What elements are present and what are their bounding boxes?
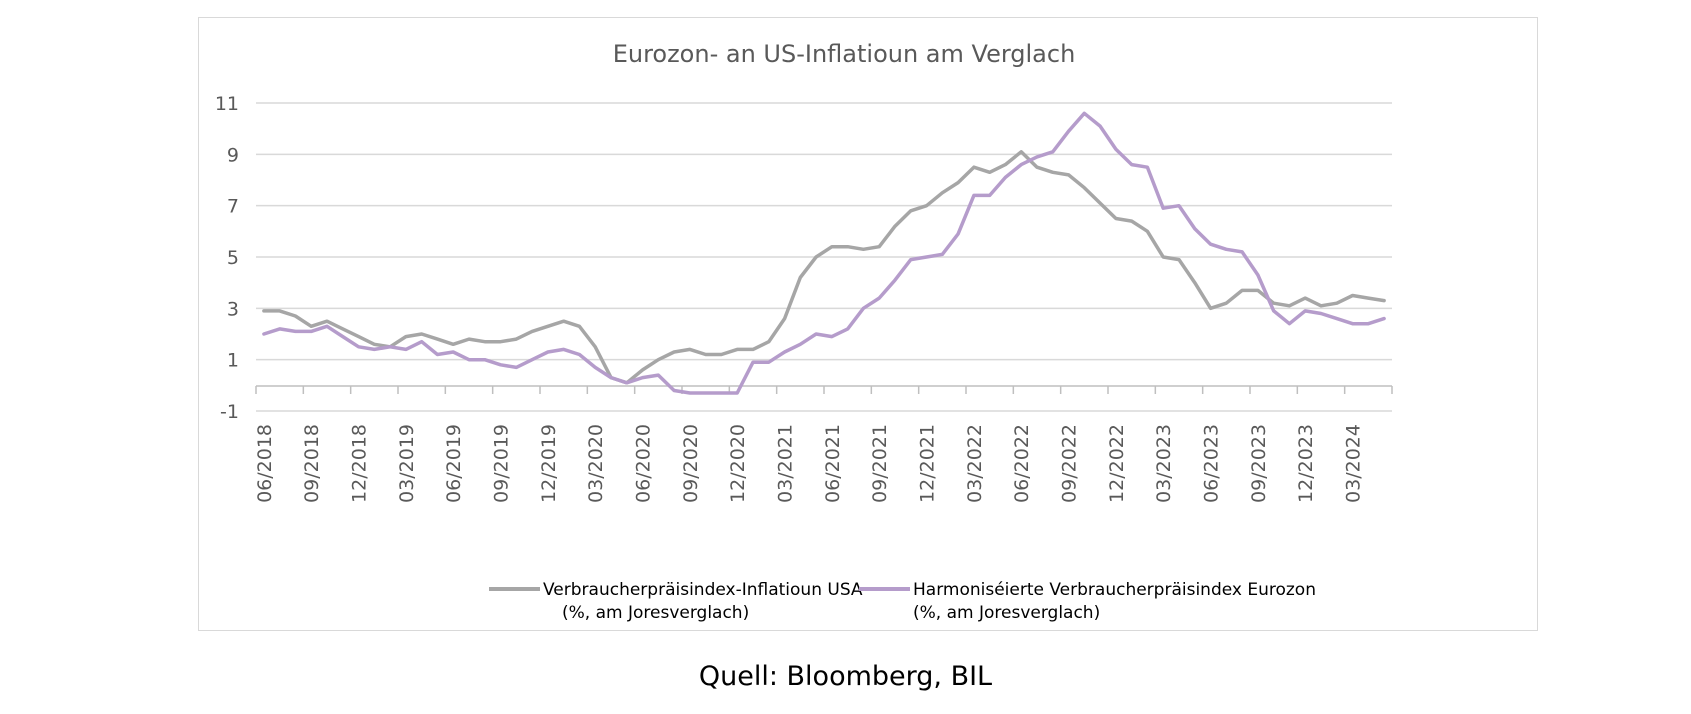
chart-svg: Eurozon- an US-Inflatioun am Verglach 11… [215,40,1393,623]
y-tick-label: 11 [215,93,239,115]
x-tick-label: 06/2020 [633,424,655,503]
grid-lines [256,102,1392,412]
legend-label-usa: Verbraucherpräisindex-Inflatioun USA [543,580,863,600]
series-lines [262,111,1386,395]
x-tick-label: 09/2022 [1059,424,1081,503]
legend-label-eurozone-unit: (%, am Joresverglach) [913,603,1100,623]
x-axis [255,385,1393,394]
chart-title: Eurozon- an US-Inflatioun am Verglach [613,40,1076,68]
x-tick-label: 03/2020 [585,424,607,503]
legend: Verbraucherpräisindex-Inflatioun USA (%,… [489,580,1316,623]
legend-label-eurozone: Harmoniséierte Verbraucherpräisindex Eur… [913,580,1316,600]
x-tick-label: 12/2023 [1295,424,1317,503]
x-tick-label: 03/2023 [1153,424,1175,503]
x-tick-label: 03/2019 [396,424,418,503]
legend-label-usa-unit: (%, am Joresverglach) [562,603,749,623]
x-tick-label: 03/2024 [1343,424,1365,503]
x-tick-label: 03/2022 [964,424,986,503]
y-tick-label: 1 [227,350,239,372]
source-note: Quell: Bloomberg, BIL [698,661,993,692]
x-tick-label: 03/2021 [775,424,797,503]
x-tick-label: 09/2018 [301,424,323,503]
x-axis-tick-labels: 06/2018 09/2018 12/2018 03/2019 06/2019 09/20… [254,424,1365,503]
x-tick-label: 06/2019 [443,424,465,503]
y-tick-label: -1 [220,401,239,423]
x-tick-label: 12/2022 [1106,424,1128,503]
x-tick-label: 09/2021 [869,424,891,503]
y-tick-label: 9 [227,144,239,166]
y-tick-label: 5 [227,247,239,269]
legend-item-usa: Verbraucherpräisindex-Inflatioun USA (%,… [489,580,863,623]
series-line-eurozone [262,111,1386,395]
y-tick-label: 7 [227,196,239,218]
x-tick-label: 06/2022 [1011,424,1033,503]
y-axis-tick-labels: 11 9 7 5 3 1 -1 [215,93,239,423]
legend-item-eurozone: Harmoniséierte Verbraucherpräisindex Eur… [859,580,1316,623]
x-tick-label: 12/2018 [349,424,371,503]
x-tick-label: 09/2020 [680,424,702,503]
series-line-usa [262,150,1386,385]
x-tick-label: 06/2018 [254,424,276,503]
x-tick-label: 12/2019 [538,424,560,503]
x-tick-label: 06/2021 [822,424,844,503]
x-tick-label: 06/2023 [1201,424,1223,503]
x-tick-label: 09/2019 [491,424,513,503]
y-tick-label: 3 [227,298,239,320]
chart-frame: Eurozon- an US-Inflatioun am Verglach 11… [198,17,1538,631]
x-tick-label: 09/2023 [1248,424,1270,503]
x-tick-label: 12/2020 [727,424,749,503]
x-tick-label: 12/2021 [917,424,939,503]
